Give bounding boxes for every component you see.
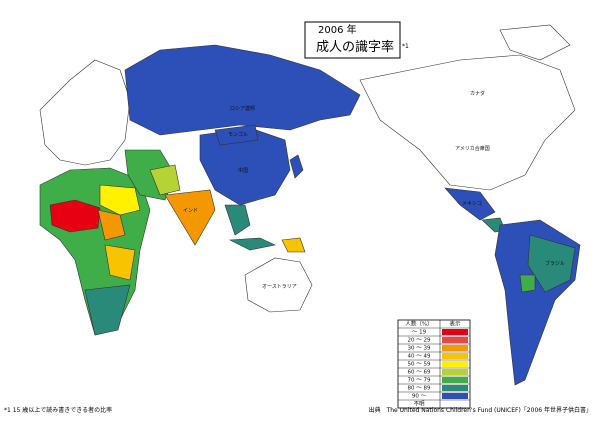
brazil <box>527 234 576 293</box>
mongolia <box>214 124 259 146</box>
country-label: モンゴル <box>228 131 248 138</box>
pakistan <box>149 164 181 196</box>
legend-label: 80 ～ 89 <box>408 386 431 392</box>
country-label: アメリカ合衆国 <box>455 145 490 152</box>
legend: 人数（%） 表示 ～ 19 20 ～ 29 30 ～ 39 40 ～ 49 50 ～ 59 6… <box>397 320 471 409</box>
northeast-africa <box>99 184 141 216</box>
legend-swatch <box>442 329 468 335</box>
note-mark: *1 <box>402 43 409 50</box>
south-africa <box>84 284 131 336</box>
legend-label: 30 ～ 39 <box>408 346 431 352</box>
country-label: 中国 <box>238 167 248 174</box>
mexico <box>444 187 496 221</box>
country-label: カナダ <box>470 90 485 97</box>
legend-header: 人数（%） <box>405 320 432 328</box>
legend-label: 60 ～ 69 <box>408 370 431 376</box>
legend-label: 20 ～ 29 <box>408 338 431 344</box>
east-africa <box>104 244 136 281</box>
country-label: ロシア連邦 <box>230 105 255 112</box>
footnote: *1 15 歳以上で読み書きできる者の比率 <box>4 406 112 414</box>
china <box>199 127 291 206</box>
source: 出典 The United Nations Children's Fund (U… <box>369 406 592 414</box>
legend-label: 50 ～ 59 <box>408 362 431 368</box>
legend-swatch <box>442 385 468 391</box>
japan <box>289 154 304 179</box>
legend-label: 90 ～ <box>412 394 427 400</box>
legend-swatch <box>442 337 468 343</box>
title: 成人の識字率 <box>316 39 394 55</box>
legend-swatch <box>442 377 468 383</box>
legend-label: 不明 <box>413 401 425 408</box>
legend-swatch <box>442 393 468 399</box>
legend-swatch <box>442 369 468 375</box>
legend-swatch <box>442 353 468 359</box>
west-africa <box>49 199 101 233</box>
title-box <box>304 21 401 59</box>
europe <box>39 59 131 166</box>
legend-swatch <box>442 401 468 407</box>
india <box>164 189 216 246</box>
country-label: オーストラリア <box>262 284 297 290</box>
legend-label: 70 ～ 79 <box>408 378 431 384</box>
indonesia <box>228 237 276 251</box>
bolivia <box>519 274 536 293</box>
country-label: ブラジル <box>545 260 565 267</box>
country-label: インド <box>183 208 198 214</box>
greenland <box>499 24 571 61</box>
country-label: メキシコ <box>462 201 482 207</box>
legend-swatch <box>442 361 468 367</box>
papua-new-guinea <box>281 237 306 253</box>
indochina <box>224 204 251 236</box>
central-africa <box>97 209 126 241</box>
legend-label: ～ 19 <box>412 330 427 336</box>
legend-swatch <box>442 345 468 351</box>
russia <box>124 44 361 136</box>
north-america <box>359 54 576 191</box>
australia <box>244 257 313 313</box>
legend-header: 表示 <box>449 320 461 328</box>
legend-label: 40 ～ 49 <box>408 354 431 360</box>
title-year: 2006 年 <box>318 23 357 36</box>
